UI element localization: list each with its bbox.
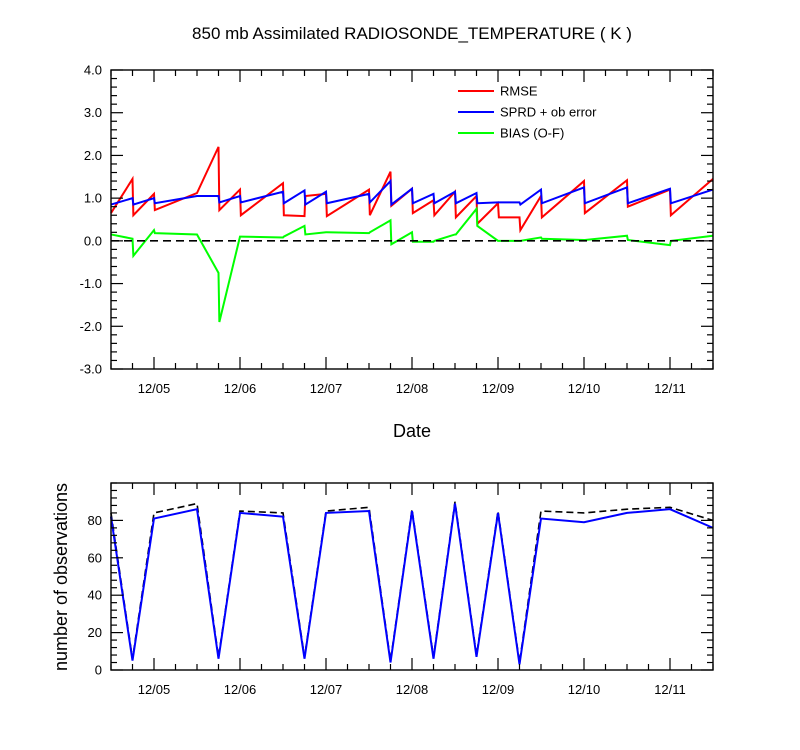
- top-axis-ticks: -3.0 -2.0 -1.0 0.0 1.0 2.0 3.0 4.0 12/05 12/06 12/…: [80, 63, 714, 396]
- y-tick-label: 20: [88, 625, 102, 640]
- bottom-axis-ticks: 0 20 40 60 80 12/05 12/06 12/07 12/08 12/09 12/10 1…: [88, 482, 714, 697]
- y-tick-label: 60: [88, 550, 102, 565]
- legend-label-sprd: SPRD + ob error: [500, 105, 597, 120]
- y-tick-label: -2.0: [80, 319, 102, 334]
- x-tick-label: 12/11: [654, 381, 686, 396]
- x-tick-label: 12/09: [482, 381, 515, 396]
- legend: RMSE SPRD + ob error BIAS (O-F): [458, 84, 597, 141]
- y-tick-label: 0.0: [84, 233, 102, 248]
- y-tick-label: -3.0: [80, 362, 102, 377]
- x-tick-label: 12/06: [224, 381, 257, 396]
- top-series-group: [110, 146, 714, 323]
- x-tick-label: 12/11: [654, 682, 686, 697]
- chart-title: 850 mb Assimilated RADIOSONDE_TEMPERATUR…: [192, 24, 632, 43]
- bottom-series-group: [110, 501, 714, 665]
- x-tick-label: 12/05: [138, 381, 171, 396]
- x-tick-label: 12/09: [482, 682, 515, 697]
- x-axis-title: Date: [393, 421, 431, 441]
- bottom-chart-panel: 0 20 40 60 80 12/05 12/06 12/07 12/08 12/09 12/10 1…: [88, 482, 714, 697]
- y-tick-label: 80: [88, 513, 102, 528]
- x-tick-label: 12/08: [396, 682, 429, 697]
- x-tick-label: 12/10: [568, 682, 601, 697]
- y-tick-label: 2.0: [84, 148, 102, 163]
- y-tick-label: 1.0: [84, 191, 102, 206]
- x-tick-label: 12/05: [138, 682, 171, 697]
- y-tick-label: 0: [95, 663, 102, 678]
- series-line-used: [110, 503, 714, 665]
- x-tick-label: 12/08: [396, 381, 429, 396]
- legend-label-rmse: RMSE: [500, 84, 538, 99]
- legend-label-bias: BIAS (O-F): [500, 126, 564, 141]
- y-tick-label: 3.0: [84, 105, 102, 120]
- series-line-sprd-ob-error: [110, 178, 714, 207]
- top-chart-panel: -3.0 -2.0 -1.0 0.0 1.0 2.0 3.0 4.0 12/05 12/06 12/…: [80, 63, 714, 396]
- series-line-possible: [110, 501, 714, 663]
- x-tick-label: 12/07: [310, 381, 343, 396]
- top-plot-frame: [110, 69, 714, 370]
- x-tick-label: 12/06: [224, 682, 257, 697]
- x-tick-label: 12/07: [310, 682, 343, 697]
- y-tick-label: 4.0: [84, 63, 102, 78]
- y-tick-label: -1.0: [80, 276, 102, 291]
- y-axis-title-observations: number of observations: [51, 483, 71, 671]
- x-tick-label: 12/10: [568, 381, 601, 396]
- series-line-bias-o-f: [110, 206, 714, 323]
- y-tick-label: 40: [88, 588, 102, 603]
